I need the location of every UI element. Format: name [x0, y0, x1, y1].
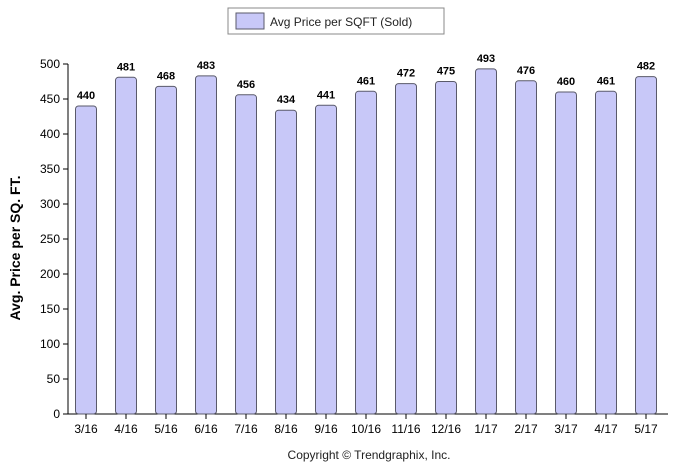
bar-value-label: 481 [117, 61, 135, 73]
bar-value-label: 434 [277, 94, 296, 106]
x-tick-label: 8/16 [274, 422, 298, 436]
bar-value-label: 483 [197, 60, 215, 72]
y-tick-label: 350 [40, 162, 60, 176]
bar [75, 105, 97, 415]
bar-value-label: 441 [317, 89, 335, 101]
y-tick-label: 250 [40, 232, 60, 246]
bar-value-label: 460 [557, 76, 575, 88]
bar [475, 68, 497, 415]
bar-value-label: 461 [597, 75, 615, 87]
x-tick-label: 5/17 [634, 422, 658, 436]
y-tick-label: 500 [40, 57, 60, 71]
bar [395, 83, 417, 415]
y-axis-label: Avg. Price per SQ. FT. [7, 176, 23, 321]
x-tick-label: 12/16 [431, 422, 461, 436]
x-tick-label: 9/16 [314, 422, 338, 436]
bar [435, 81, 457, 415]
x-tick-label: 11/16 [391, 422, 420, 436]
x-tick-label: 3/17 [554, 422, 578, 436]
bar [115, 76, 137, 415]
x-tick-label: 3/16 [74, 422, 98, 436]
bar [595, 90, 617, 415]
copyright-text: Copyright © Trendgraphix, Inc. [288, 448, 451, 462]
bar-value-label: 472 [397, 68, 415, 80]
x-tick-label: 5/16 [154, 422, 178, 436]
bar-value-label: 461 [357, 75, 375, 87]
y-tick-label: 150 [40, 302, 60, 316]
y-ticks: 0 50 100 150 200 250 300 350 400 450 500 [40, 57, 68, 421]
bar-value-label: 476 [517, 65, 535, 77]
bar [275, 109, 297, 415]
bar-value-label: 475 [437, 66, 455, 78]
bar [315, 104, 337, 415]
y-tick-label: 450 [40, 92, 60, 106]
y-tick-label: 0 [53, 407, 60, 421]
x-tick-label: 1/17 [474, 422, 498, 436]
bar [555, 91, 577, 415]
x-tick-label: 6/16 [194, 422, 218, 436]
bar [515, 80, 537, 415]
y-tick-label: 300 [40, 197, 60, 211]
bar [155, 85, 177, 415]
bar-value-label: 456 [237, 79, 255, 91]
x-tick-label: 10/16 [351, 422, 381, 436]
bar-value-label: 440 [77, 90, 95, 102]
bar-value-label: 482 [637, 61, 655, 73]
x-tick-label: 7/16 [234, 422, 258, 436]
x-tick-label: 2/17 [514, 422, 538, 436]
legend-swatch [235, 12, 265, 30]
y-tick-label: 400 [40, 127, 60, 141]
bar-value-label: 493 [477, 53, 495, 65]
x-tick-label: 4/17 [594, 422, 618, 436]
y-tick-label: 50 [47, 372, 61, 386]
bar-value-label: 468 [157, 70, 175, 82]
y-tick-label: 200 [40, 267, 60, 281]
legend-label: Avg Price per SQFT (Sold) [270, 15, 412, 29]
legend: Avg Price per SQFT (Sold) [227, 7, 445, 35]
bar [195, 75, 217, 415]
bar [235, 94, 257, 415]
x-ticks: 3/16 4/16 5/16 6/16 7/16 8/16 9/16 10/16 11/16 12… [74, 414, 658, 436]
bars: 440 481 468 483 456 434 441 461 472 475 493 476 460 4… [75, 53, 657, 415]
y-tick-label: 100 [40, 337, 60, 351]
bar [635, 76, 657, 415]
bar [355, 90, 377, 415]
x-tick-label: 4/16 [114, 422, 138, 436]
